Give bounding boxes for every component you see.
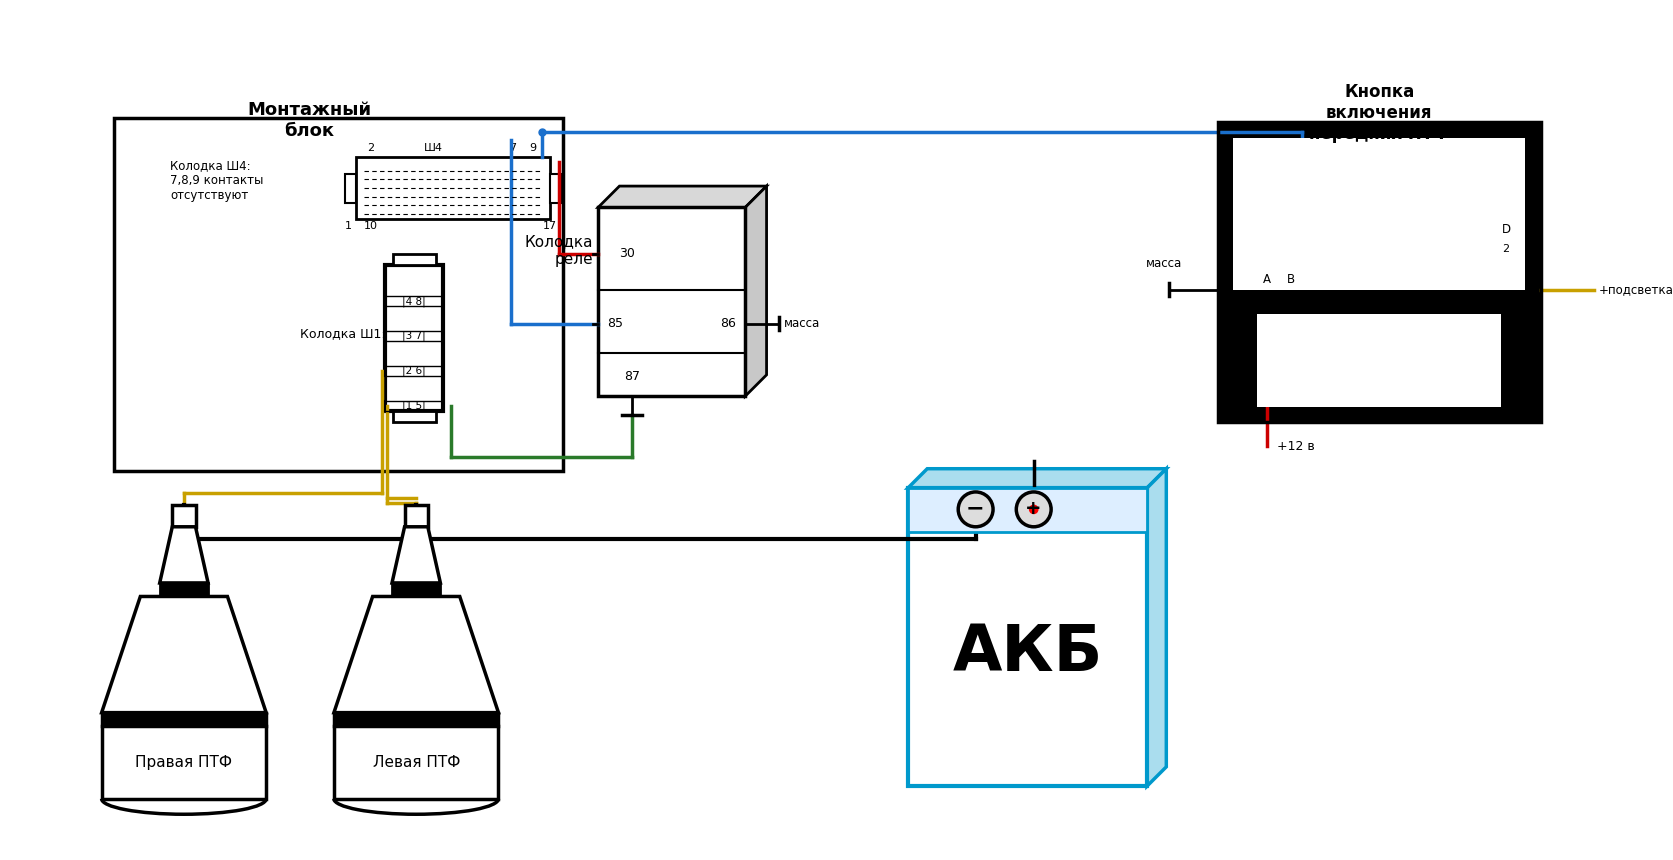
- Bar: [405, 506, 428, 527]
- Text: −: −: [965, 499, 984, 519]
- Circle shape: [1016, 492, 1051, 527]
- Text: Колодка Ш1:: Колодка Ш1:: [299, 327, 385, 340]
- Polygon shape: [159, 527, 207, 583]
- Text: +12 в: +12 в: [1276, 439, 1313, 452]
- Text: 1: 1: [1263, 294, 1270, 304]
- Text: |3 7|: |3 7|: [402, 331, 427, 341]
- Polygon shape: [333, 597, 499, 713]
- Text: |2 6|: |2 6|: [402, 366, 427, 376]
- Bar: [385, 266, 443, 410]
- Bar: [1233, 138, 1524, 290]
- Text: 7: 7: [509, 143, 517, 153]
- Bar: [549, 174, 560, 203]
- Bar: [333, 726, 499, 799]
- Text: АКБ: АКБ: [952, 622, 1103, 684]
- Text: Монтажный
блок: Монтажный блок: [248, 101, 371, 139]
- Text: |1 5|: |1 5|: [402, 401, 427, 411]
- Bar: [345, 174, 356, 203]
- Text: 87: 87: [624, 371, 639, 384]
- Polygon shape: [597, 186, 766, 207]
- Polygon shape: [907, 469, 1166, 488]
- Bar: [1216, 122, 1539, 422]
- Bar: [393, 254, 435, 266]
- Circle shape: [957, 492, 992, 527]
- Bar: [1256, 314, 1501, 407]
- Text: +подсветка: +подсветка: [1598, 283, 1673, 296]
- Text: масса: масса: [783, 317, 820, 330]
- Text: 30: 30: [619, 248, 634, 261]
- Text: Колодка Ш4:
7,8,9 контакты
отсутствуют: Колодка Ш4: 7,8,9 контакты отсутствуют: [171, 159, 264, 202]
- Polygon shape: [1146, 469, 1166, 786]
- Text: масса: масса: [1146, 257, 1181, 270]
- Bar: [393, 410, 435, 422]
- Text: 85: 85: [607, 317, 624, 330]
- Text: Левая ПТФ: Левая ПТФ: [373, 755, 460, 770]
- Bar: [159, 583, 207, 597]
- Polygon shape: [391, 527, 440, 583]
- Text: 86: 86: [719, 317, 736, 330]
- Text: 2: 2: [1502, 244, 1509, 254]
- Bar: [597, 207, 744, 396]
- Text: A: A: [1261, 273, 1270, 286]
- Text: +: +: [1024, 499, 1041, 518]
- Bar: [102, 726, 266, 799]
- Bar: [172, 506, 196, 527]
- Text: Колодка
реле: Колодка реле: [525, 235, 592, 267]
- Bar: [356, 157, 549, 219]
- Polygon shape: [744, 186, 766, 396]
- Text: B: B: [1287, 273, 1295, 286]
- Text: 2: 2: [366, 143, 375, 153]
- Text: D: D: [1501, 223, 1509, 237]
- Text: Кнопка
включения
передних ПТФ: Кнопка включения передних ПТФ: [1308, 83, 1449, 143]
- Bar: [391, 583, 440, 597]
- Text: |4 8|: |4 8|: [402, 296, 427, 306]
- Text: 10: 10: [363, 221, 378, 231]
- Text: 9: 9: [529, 143, 535, 153]
- Polygon shape: [102, 597, 266, 713]
- Bar: [102, 713, 266, 726]
- Bar: [907, 488, 1146, 786]
- Text: 17: 17: [542, 221, 557, 231]
- Bar: [114, 119, 564, 470]
- Text: Ш4: Ш4: [423, 143, 443, 153]
- Bar: [333, 713, 499, 726]
- Bar: [907, 488, 1146, 531]
- Circle shape: [1029, 505, 1037, 514]
- Text: 1: 1: [345, 221, 351, 231]
- Text: Правая ПТФ: Правая ПТФ: [136, 755, 233, 770]
- Bar: [1216, 122, 1539, 422]
